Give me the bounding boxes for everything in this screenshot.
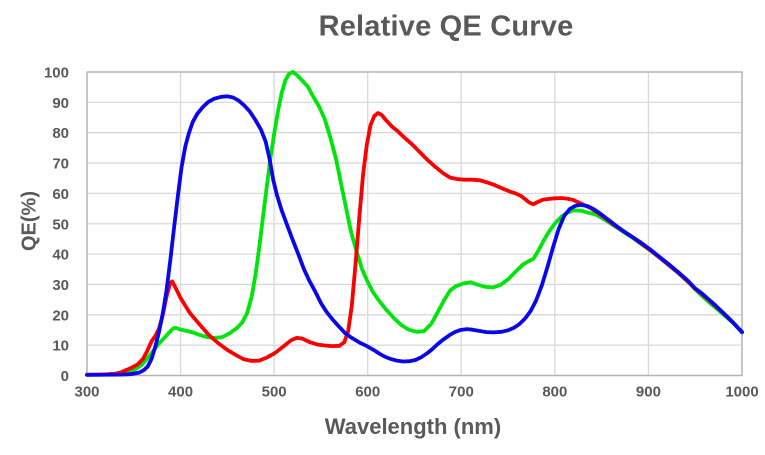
chart-title: Relative QE Curve bbox=[318, 10, 574, 43]
y-tick-label: 30 bbox=[52, 277, 69, 294]
y-tick-label: 50 bbox=[52, 216, 69, 233]
y-tick-label: 20 bbox=[52, 307, 69, 324]
y-tick-label: 100 bbox=[44, 65, 69, 82]
y-tick-label: 70 bbox=[52, 156, 69, 173]
y-tick-label: 80 bbox=[52, 125, 69, 142]
x-tick-label: 900 bbox=[636, 384, 661, 401]
y-tick-label: 0 bbox=[61, 368, 69, 385]
curve-blue-channel bbox=[85, 94, 744, 377]
curve-green-channel bbox=[85, 70, 744, 377]
y-tick-label: 60 bbox=[52, 186, 69, 203]
x-tick-label: 500 bbox=[262, 384, 287, 401]
y-tick-label: 40 bbox=[52, 247, 69, 264]
plot-border bbox=[86, 71, 743, 377]
x-tick-label: 1000 bbox=[725, 384, 758, 401]
x-tick-label: 600 bbox=[355, 384, 380, 401]
x-axis-title: Wavelength (nm) bbox=[324, 414, 502, 439]
x-tick-label: 300 bbox=[74, 384, 99, 401]
x-tick-label: 800 bbox=[542, 384, 567, 401]
x-tick-label: 400 bbox=[168, 384, 193, 401]
y-tick-label: 10 bbox=[52, 338, 69, 355]
x-tick-label: 700 bbox=[449, 384, 474, 401]
y-tick-label: 90 bbox=[52, 95, 69, 112]
y-axis-title: QE(%) bbox=[18, 191, 41, 251]
